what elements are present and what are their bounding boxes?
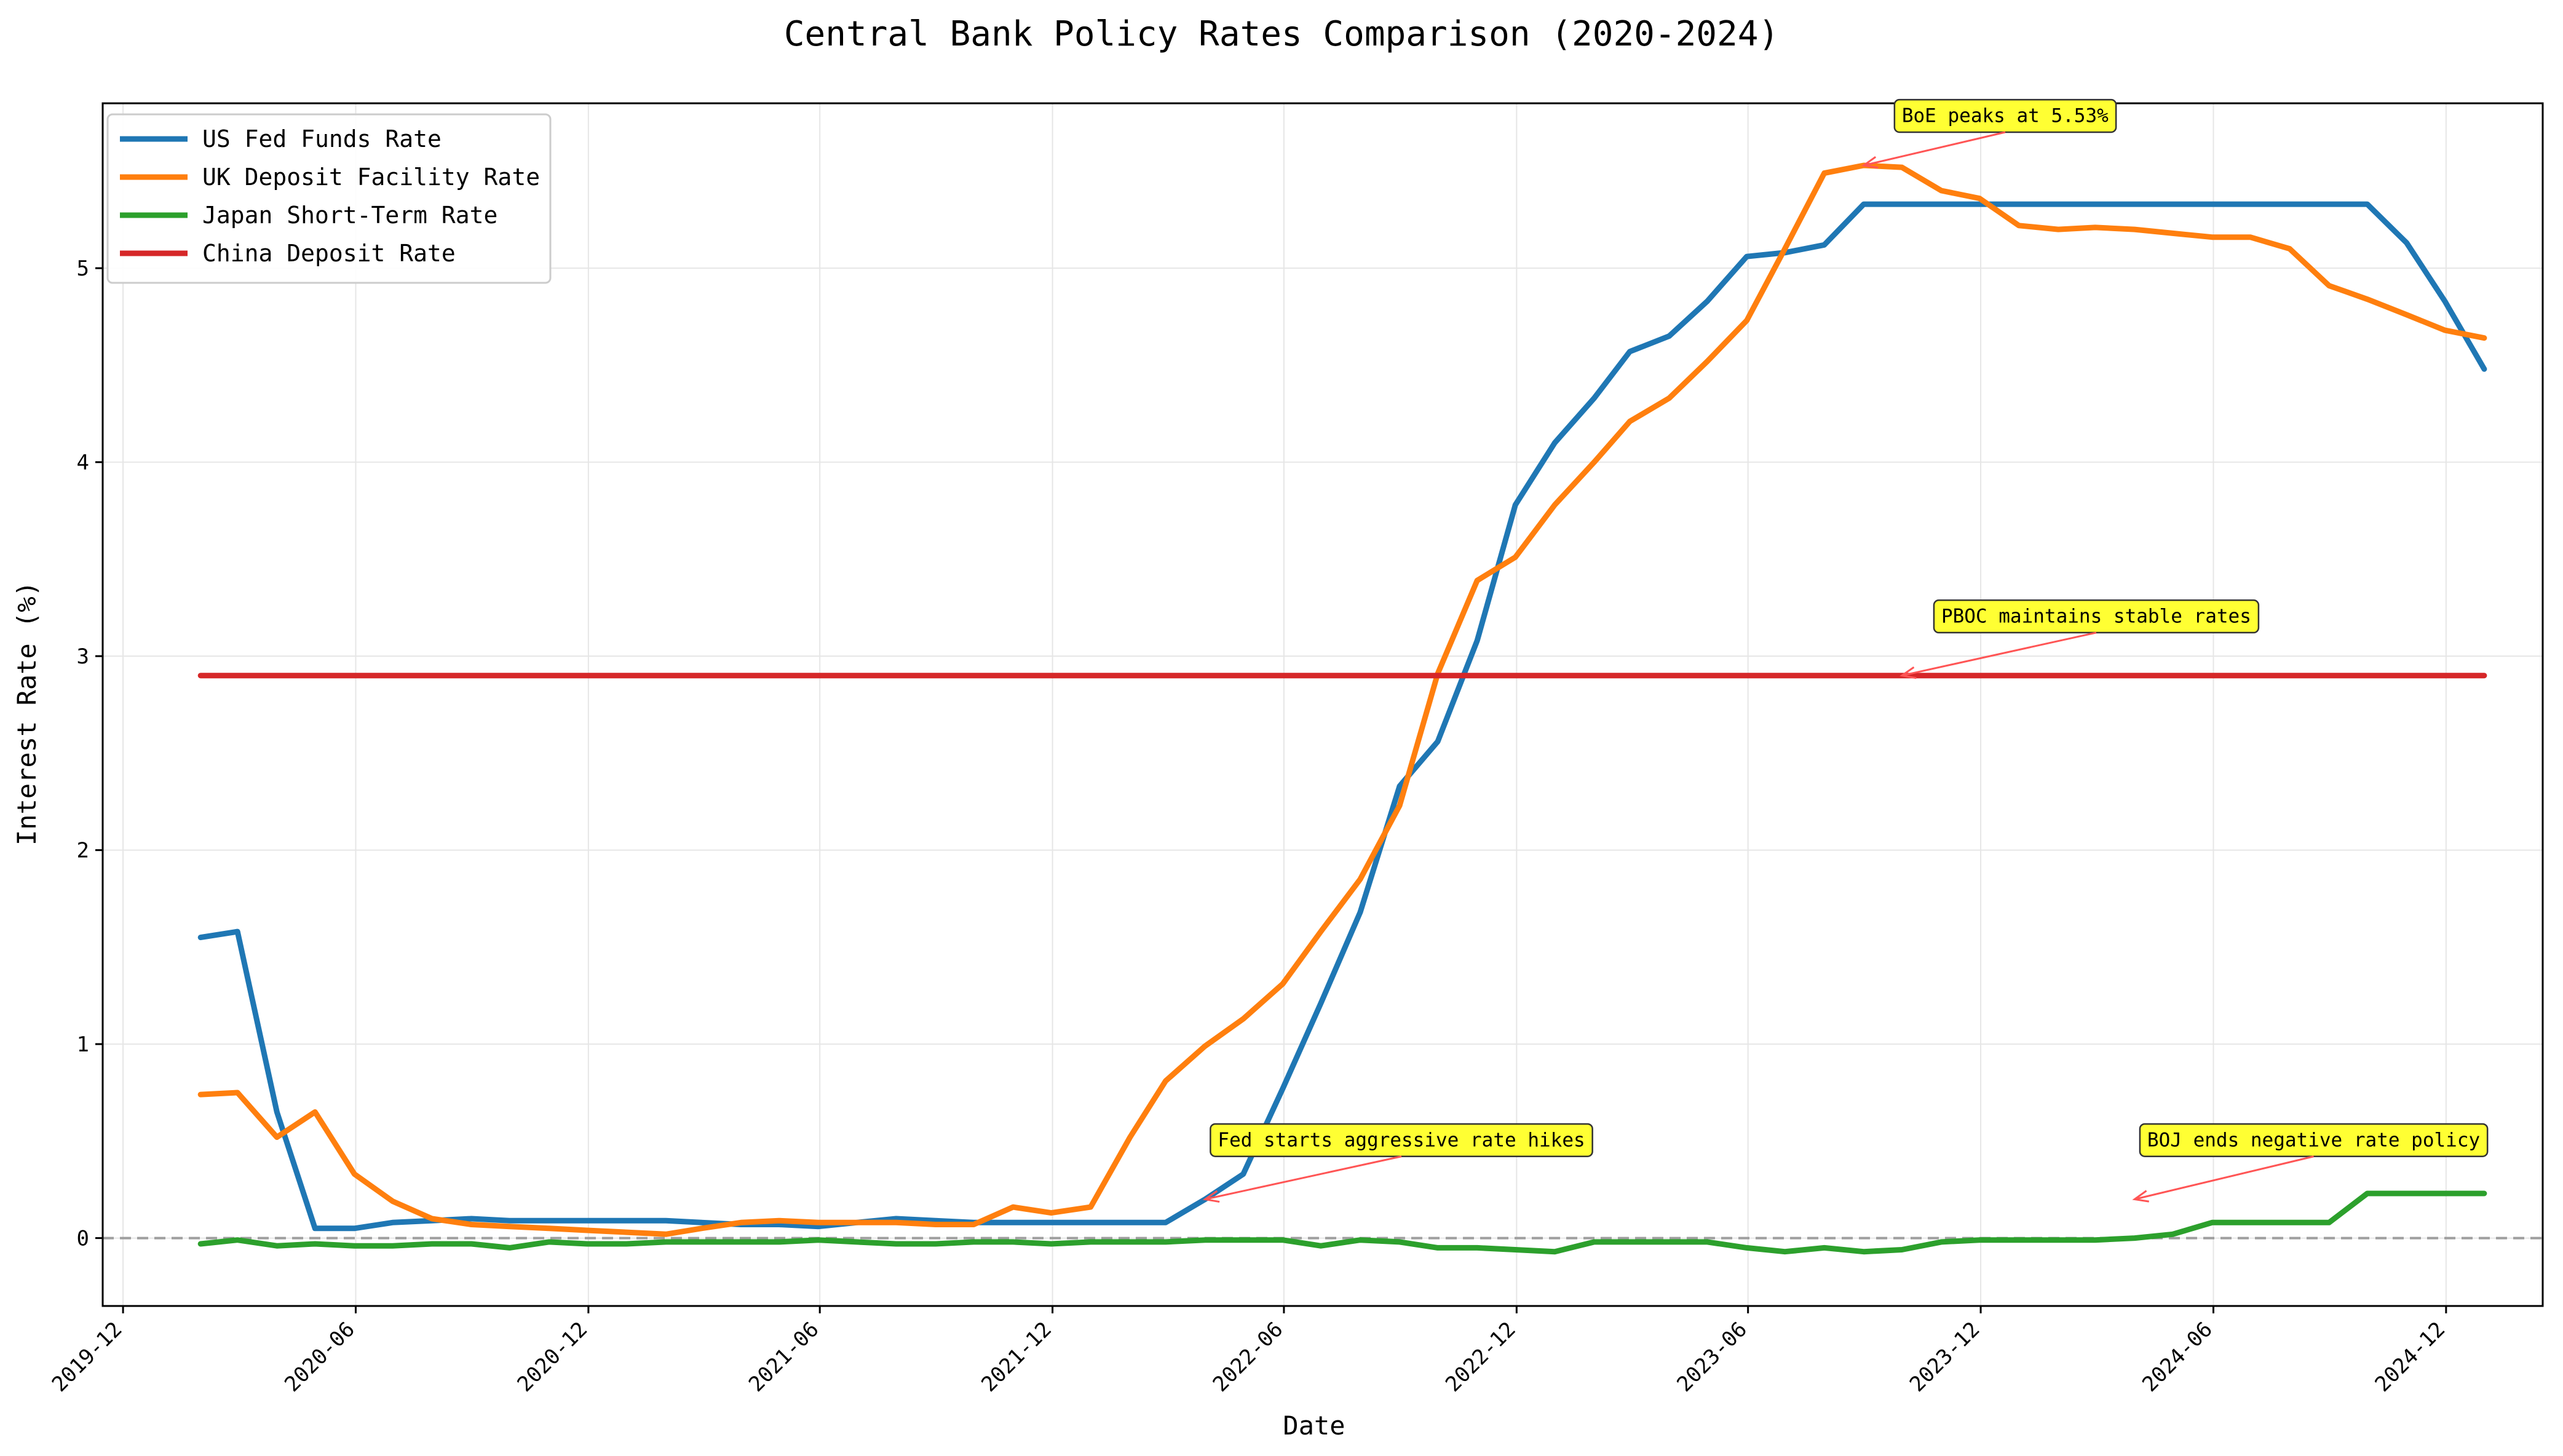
annotation-arrowhead [2132,1190,2149,1203]
annotation-arrow [1205,1155,1402,1200]
x-tick-label: 2024-12 [2371,1317,2450,1397]
x-tick-label: 2020-12 [513,1317,593,1397]
series-line-0 [197,201,2487,1232]
legend: US Fed Funds Rate UK Deposit Facility Rat… [106,113,552,284]
y-tick-label: 1 [77,1032,89,1057]
annotation-3: BOJ ends negative rate policy [2132,1123,2489,1203]
annotations: BoE peaks at 5.53% PBOC maintains stable … [1202,98,2489,1203]
legend-label: China Deposit Rate [202,240,456,267]
annotation-arrow [1863,131,2006,167]
x-tick-label: 2023-12 [1905,1317,1985,1397]
legend-label: US Fed Funds Rate [202,125,442,152]
annotation-arrowhead [1861,156,1879,169]
annotation-text: BOJ ends negative rate policy [2147,1129,2480,1151]
x-tick-label: 2021-12 [976,1317,1056,1397]
legend-box [106,113,552,284]
annotation-2: Fed starts aggressive rate hikes [1202,1123,1593,1203]
x-tick-label: 2019-12 [47,1317,127,1397]
annotation-text: PBOC maintains stable rates [1941,606,2251,628]
x-tick-label: 2022-06 [1208,1317,1288,1397]
annotation-1: PBOC maintains stable rates [1899,599,2260,679]
legend-label: UK Deposit Facility Rate [202,164,540,191]
annotation-arrowhead [1899,666,1917,679]
plot-frame [101,102,2544,1307]
x-tick-label: 2023-06 [1672,1317,1752,1397]
annotation-arrow [2134,1155,2314,1200]
y-tick-label: 3 [77,644,89,669]
x-axis-title: Date [1283,1410,1345,1441]
annotation-arrowhead [1202,1190,1220,1203]
y-tick-label: 4 [77,451,89,475]
annotation-text: BoE peaks at 5.53% [1902,105,2109,127]
annotation-arrow [1901,631,2097,677]
chart-title: Central Bank Policy Rates Comparison (20… [784,14,1779,54]
x-tick-label: 2024-06 [2137,1317,2217,1397]
x-tick-label: 2022-12 [1441,1317,1521,1397]
series-line-2 [197,1190,2487,1255]
y-axis-title: Interest Rate (%) [12,581,42,845]
series-lines [197,162,2487,1255]
y-tick-label: 0 [77,1227,89,1251]
y-tick-label: 5 [77,256,89,281]
legend-label: Japan Short-Term Rate [202,202,497,229]
x-tick-label: 2021-06 [744,1317,824,1397]
annotation-text: Fed starts aggressive rate hikes [1218,1129,1585,1151]
y-tick-label: 2 [77,839,89,863]
axis-ticks: 0 1 2 3 4 5 2019-12 2020-06 2020-12 2021-06 2021-1… [47,256,2450,1397]
x-tick-label: 2020-06 [280,1317,360,1397]
annotation-0: BoE peaks at 5.53% [1861,98,2117,169]
series-line-1 [197,162,2487,1237]
